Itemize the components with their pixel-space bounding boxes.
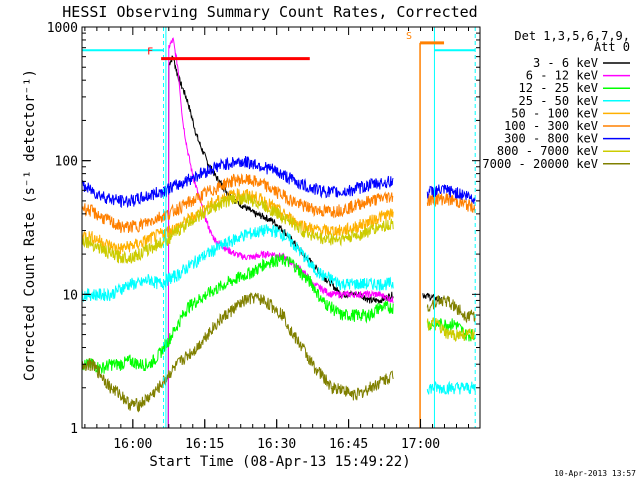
series-line-5 bbox=[82, 188, 394, 255]
flag-label-2: S bbox=[406, 31, 412, 42]
y-axis-label: Corrected Count Rate (s⁻¹ detector⁻¹) bbox=[22, 69, 38, 381]
y-tick-label-3: 100 bbox=[55, 155, 78, 170]
series-line-6-after-gap bbox=[426, 193, 476, 214]
date-stamp: 10-Apr-2013 13:57 bbox=[554, 469, 636, 478]
series-line-7-after-gap bbox=[426, 184, 476, 204]
legend-label-5: 50 - 100 keV bbox=[511, 106, 598, 120]
legend-label-1: 3 - 6 keV bbox=[533, 56, 598, 70]
plot-frame bbox=[81, 26, 481, 429]
x-axis-label: Start Time (08-Apr-13 15:49:22) bbox=[149, 454, 410, 470]
series-line-9-after-gap bbox=[426, 295, 476, 324]
y-tick-label-2: 10 bbox=[62, 288, 78, 303]
series-line-9 bbox=[82, 292, 394, 413]
x-tick-label-2: 16:15 bbox=[185, 437, 224, 452]
x-tick-label-1: 16:00 bbox=[113, 437, 152, 452]
legend-label-6: 100 - 300 keV bbox=[504, 119, 598, 133]
series-line-2 bbox=[167, 37, 394, 428]
series-line-7 bbox=[82, 155, 394, 209]
axis-layer: 1 10 100 1000 16:00 16:15 16:30 16:45 17:00 bbox=[47, 21, 481, 452]
series-line-6 bbox=[82, 173, 394, 234]
legend-label-8: 800 - 7000 keV bbox=[497, 144, 598, 158]
legend-label-3: 12 - 25 keV bbox=[519, 81, 598, 95]
series-line-3 bbox=[82, 253, 394, 375]
flag-label-1: F bbox=[147, 47, 153, 58]
plot-layer: FS bbox=[82, 27, 476, 428]
x-tick-label-5: 17:00 bbox=[401, 437, 440, 452]
series-line-4 bbox=[82, 223, 394, 303]
series-group bbox=[82, 37, 476, 428]
series-line-8-after-gap bbox=[426, 317, 476, 342]
y-tick-label-4: 1000 bbox=[47, 21, 78, 36]
legend-label-7: 300 - 800 keV bbox=[504, 132, 598, 146]
x-tick-label-4: 16:45 bbox=[329, 437, 368, 452]
legend-header-line-1: Det 1,3,5,6,7,9, bbox=[514, 29, 630, 43]
series-line-4-after-gap bbox=[426, 380, 476, 395]
legend-label-2: 6 - 12 keV bbox=[526, 69, 598, 83]
legend-label-4: 25 - 50 keV bbox=[519, 94, 598, 108]
y-tick-label-1: 1 bbox=[70, 422, 78, 437]
x-tick-label-3: 16:30 bbox=[257, 437, 296, 452]
legend-header-line-2: Att 0 bbox=[594, 40, 630, 54]
series-line-8 bbox=[82, 192, 394, 264]
legend-label-9: 7000 - 20000 keV bbox=[482, 157, 598, 171]
chart-title: HESSI Observing Summary Count Rates, Cor… bbox=[62, 3, 477, 21]
